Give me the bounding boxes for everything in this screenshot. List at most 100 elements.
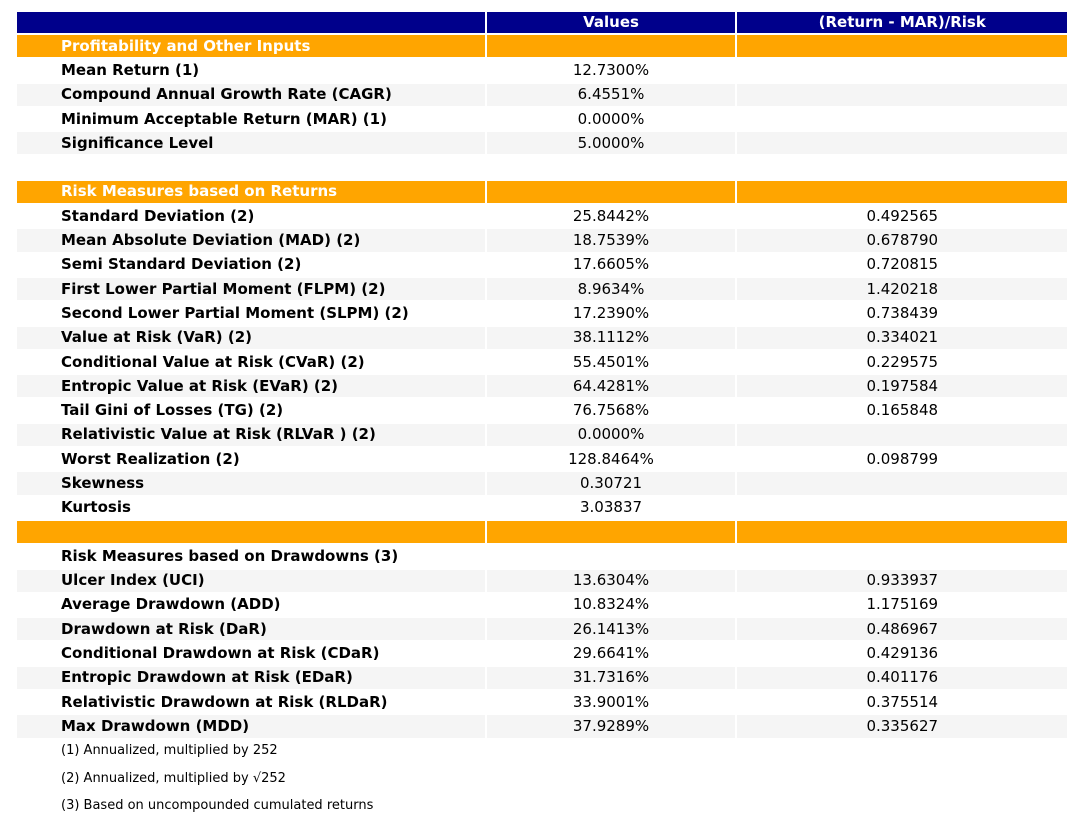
table-row: Significance Level 5.0000% <box>17 132 1067 155</box>
table-row: Standard Deviation (2) 25.8442% 0.492565 <box>17 205 1067 227</box>
metric-ratio <box>737 520 1067 544</box>
metric-ratio <box>737 108 1067 130</box>
table-row: Worst Realization (2) 128.8464% 0.098799 <box>17 448 1067 470</box>
metric-ratio <box>737 423 1067 447</box>
table-header-row: Values (Return - MAR)/Risk <box>17 12 1067 33</box>
metric-label: Worst Realization (2) <box>61 449 240 468</box>
metric-value: 64.4281% <box>486 375 736 398</box>
metric-label: Conditional Value at Risk (CVaR) (2) <box>61 352 365 371</box>
metric-ratio: 0.375514 <box>866 692 939 711</box>
metric-ratio: 0.492565 <box>866 206 939 225</box>
metric-label: Mean Absolute Deviation (MAD) (2) <box>17 229 485 252</box>
spacer-row <box>17 156 1067 178</box>
metric-value: 10.8324% <box>572 595 650 614</box>
metric-value: 6.4551% <box>486 83 736 106</box>
metric-ratio <box>737 35 1067 58</box>
metric-value: 8.9634% <box>486 277 736 301</box>
section-label: Risk Measures based on Returns <box>17 180 485 204</box>
metric-ratio: 0.429136 <box>866 644 939 663</box>
table-row: Mean Absolute Deviation (MAD) (2) 18.7539… <box>17 229 1067 252</box>
metric-ratio: 0.401176 <box>737 666 1067 690</box>
table-row: Conditional Value at Risk (CVaR) (2) 55.4… <box>17 351 1067 373</box>
table-row: Second Lower Partial Moment (SLPM) (2) 17… <box>17 302 1067 324</box>
metric-ratio <box>737 83 1067 106</box>
metric-value <box>486 35 736 58</box>
metric-label: Second Lower Partial Moment (SLPM) (2) <box>61 303 409 322</box>
table-row: Ulcer Index (UCI) 13.6304% 0.933937 <box>17 569 1067 592</box>
metric-label: Skewness <box>17 472 485 495</box>
metric-label: Mean Return (1) <box>61 60 200 79</box>
metric-ratio <box>737 545 1067 567</box>
metric-value: 29.6641% <box>572 644 650 663</box>
table-row: Drawdown at Risk (DaR) 26.1413% 0.486967 <box>17 618 1067 641</box>
metric-ratio <box>737 132 1067 155</box>
metric-value: 76.7568% <box>572 401 650 420</box>
metric-label <box>17 156 485 178</box>
table-row: Skewness 0.30721 <box>17 472 1067 495</box>
table-row: Entropic Drawdown at Risk (EDaR) 31.7316%… <box>17 666 1067 690</box>
metric-label <box>17 520 485 544</box>
metric-value: 55.4501% <box>572 352 650 371</box>
table-row: Max Drawdown (MDD) 37.9289% 0.335627 <box>17 715 1067 738</box>
table-row: Average Drawdown (ADD) 10.8324% 1.175169 <box>17 594 1067 616</box>
metric-value: 31.7316% <box>486 666 736 690</box>
metric-ratio: 0.678790 <box>737 229 1067 252</box>
metric-value: 25.8442% <box>572 206 650 225</box>
metric-ratio: 0.098799 <box>866 449 939 468</box>
metric-value: 12.7300% <box>572 60 650 79</box>
metric-ratio <box>737 472 1067 495</box>
header-values-column: Values <box>486 12 736 33</box>
metric-ratio: 1.175169 <box>866 595 939 614</box>
metric-ratio: 0.334021 <box>737 326 1067 349</box>
risk-metrics-table: Values (Return - MAR)/Risk Profitability… <box>15 10 1069 740</box>
metric-label: Relativistic Drawdown at Risk (RLDaR) <box>61 692 388 711</box>
section-header-row: Risk Measures based on Returns <box>17 180 1067 204</box>
metric-value <box>486 180 736 204</box>
metric-label: Entropic Value at Risk (EVaR) (2) <box>17 375 485 398</box>
metric-label: Average Drawdown (ADD) <box>61 595 281 614</box>
metric-value: 0.30721 <box>486 472 736 495</box>
metric-ratio <box>737 180 1067 204</box>
metric-value: 18.7539% <box>486 229 736 252</box>
metric-value: 128.8464% <box>568 449 654 468</box>
metric-label: Standard Deviation (2) <box>61 206 255 225</box>
table-row: Kurtosis 3.03837 <box>17 497 1067 519</box>
metric-value: 0.0000% <box>577 109 645 128</box>
metric-value: 0.0000% <box>486 423 736 447</box>
metric-ratio: 0.197584 <box>737 375 1067 398</box>
metric-ratio: 0.229575 <box>866 352 939 371</box>
metric-value <box>486 520 736 544</box>
table-row: Mean Return (1) 12.7300% <box>17 59 1067 81</box>
footnote: (1) Annualized, multiplied by 252 <box>61 743 278 758</box>
metric-value: 3.03837 <box>580 498 643 517</box>
metric-ratio <box>737 59 1067 81</box>
metric-label: Kurtosis <box>61 498 131 517</box>
metric-value <box>487 156 736 178</box>
section-header-row: Profitability and Other Inputs <box>17 35 1067 58</box>
header-metric-column <box>17 12 485 33</box>
metric-label: Compound Annual Growth Rate (CAGR) <box>17 83 485 106</box>
footnotes: (1) Annualized, multiplied by 252 (2) Ann… <box>61 744 373 826</box>
footnote: (3) Based on uncompounded cumulated retu… <box>61 798 374 813</box>
footnote: (2) Annualized, multiplied by √252 <box>61 770 286 786</box>
metric-ratio: 0.486967 <box>737 618 1067 641</box>
metric-ratio: 0.165848 <box>866 401 939 420</box>
metric-value: 17.6605% <box>572 255 650 274</box>
table-row: Value at Risk (VaR) (2) 38.1112% 0.334021 <box>17 326 1067 349</box>
metric-label: Drawdown at Risk (DaR) <box>17 618 485 641</box>
table-row: Compound Annual Growth Rate (CAGR) 6.4551… <box>17 83 1067 106</box>
metric-label: Semi Standard Deviation (2) <box>61 255 302 274</box>
metric-value: 17.2390% <box>572 303 650 322</box>
metric-label: Significance Level <box>17 132 485 155</box>
metric-label: Tail Gini of Losses (TG) (2) <box>61 401 284 420</box>
metric-ratio: 0.720815 <box>866 255 939 274</box>
metric-label: Value at Risk (VaR) (2) <box>17 326 485 349</box>
table-row: First Lower Partial Moment (FLPM) (2) 8.9… <box>17 277 1067 301</box>
table-row: Relativistic Value at Risk (RLVaR ) (2) 0… <box>17 423 1067 447</box>
table-row: Conditional Drawdown at Risk (CDaR) 29.66… <box>17 642 1067 664</box>
metric-ratio <box>737 156 1067 178</box>
metric-ratio: 0.738439 <box>866 303 939 322</box>
metric-value <box>487 545 736 567</box>
metric-label: Ulcer Index (UCI) <box>17 569 485 592</box>
